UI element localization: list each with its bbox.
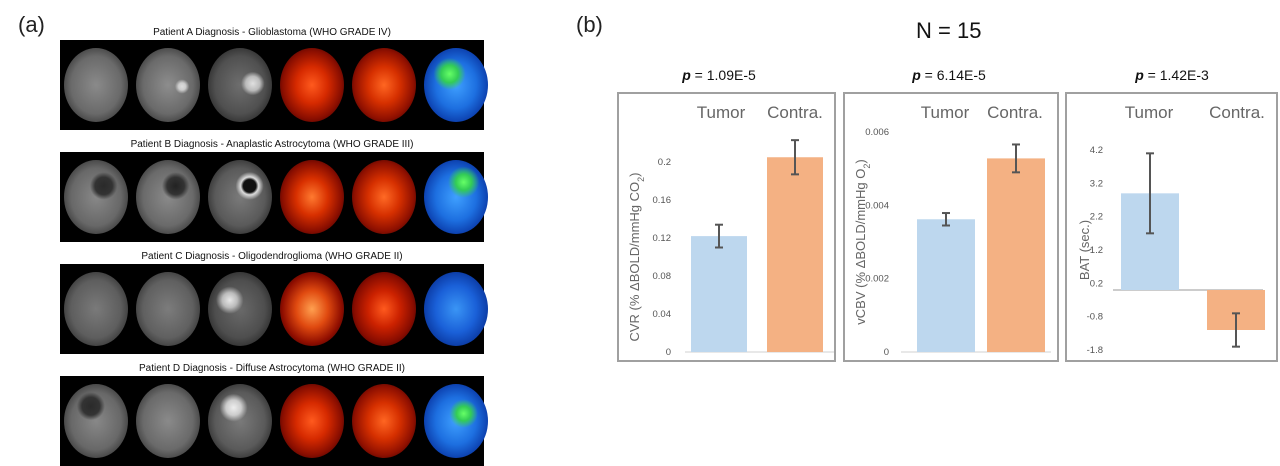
cvr-tick-label: 0.2 [658, 157, 671, 168]
vcbv-tick-label: 0.006 [865, 127, 889, 138]
cvr-bar-contra [767, 157, 823, 352]
cvr-tick-label: 0.16 [653, 195, 672, 206]
bat-tick-label: -1.8 [1087, 345, 1103, 356]
vcbv-tick-label: 0 [884, 347, 889, 358]
vcbv-chart: Tumor Contra. 0 0.002 0.004 0.006 vCBV (% ΔBOL… [843, 92, 1059, 362]
bat-tick-label: 0.2 [1090, 278, 1103, 289]
bat-tick-label: 4.2 [1090, 145, 1103, 156]
bat-error-bar-contra [1232, 312, 1240, 348]
patient-d-title: Patient D Diagnosis - Diffuse Astrocytom… [138, 363, 405, 374]
cvr-bar-tumor [691, 236, 747, 352]
patient-b-vcbv-map [352, 160, 416, 234]
bat-tick-label: 2.2 [1090, 212, 1103, 223]
vcbv-bar-tumor [917, 219, 975, 352]
cvr-tick-label: 0.04 [653, 309, 672, 320]
patient-b-strip [60, 152, 488, 242]
patient-c-bat-map [424, 272, 488, 346]
vcbv-error-bar-tumor [942, 212, 950, 227]
cvr-error-bar-tumor [715, 223, 723, 249]
sample-size-title: N = 15 [916, 18, 982, 43]
bat-error-bar-tumor [1146, 152, 1154, 235]
bat-category-label-contra: Contra. [1209, 103, 1265, 122]
cvr-category-label-tumor: Tumor [697, 103, 746, 122]
cvr-chart-svg: Tumor Contra. 0 0.04 0.08 0.12 0.16 0.2 CVR (% Δ… [627, 103, 835, 358]
bat-tick-label: 3.2 [1090, 178, 1103, 189]
patient-d-cvr-map [280, 384, 344, 458]
patient-d-bat-map [424, 384, 488, 458]
vcbv-tick-label: 0.002 [865, 274, 889, 285]
patient-d-flair-scan [208, 384, 272, 458]
vcbv-error-bar-contra [1012, 143, 1020, 174]
patient-b-cvr-map [280, 160, 344, 234]
patient-d-vcbv-map [352, 384, 416, 458]
cvr-tick-label: 0.12 [653, 233, 672, 244]
bat-tick-label: 1.2 [1090, 245, 1103, 256]
patient-a-title: Patient A Diagnosis - Glioblastoma (WHO … [153, 27, 391, 38]
cvr-category-label-contra: Contra. [767, 103, 823, 122]
patient-b-block: Patient B Diagnosis - Anaplastic Astrocy… [60, 138, 488, 242]
bat-category-label-tumor: Tumor [1125, 103, 1174, 122]
panel-b-label: (b) [576, 12, 603, 37]
patient-c-title: Patient C Diagnosis - Oligodendroglioma … [141, 251, 403, 262]
patient-c-t1c-scan [136, 272, 200, 346]
patient-a-flair-scan [208, 48, 272, 122]
bat-chart: Tumor Contra. -1.8 -0.8 0.2 1.2 2.2 3.2 4.2 BAT (… [1065, 92, 1278, 362]
bat-chart-svg: Tumor Contra. -1.8 -0.8 0.2 1.2 2.2 3.2 4.2 BAT (… [1077, 103, 1265, 356]
patient-a-bat-map [424, 48, 488, 122]
cvr-y-axis-label: CVR (% ΔBOLD/mmHg CO2) [627, 172, 646, 341]
vcbv-p-value: p = 6.14E-5 [912, 67, 986, 83]
cvr-error-bar-contra [791, 139, 799, 176]
patient-b-flair-scan [208, 160, 272, 234]
vcbv-category-label-contra: Contra. [987, 103, 1043, 122]
patient-c-t1-scan [64, 272, 128, 346]
vcbv-chart-svg: Tumor Contra. 0 0.002 0.004 0.006 vCBV (% ΔBOL… [853, 103, 1051, 358]
vcbv-bar-contra [987, 158, 1045, 352]
vcbv-category-label-tumor: Tumor [921, 103, 970, 122]
patient-d-block: Patient D Diagnosis - Diffuse Astrocytom… [60, 362, 488, 466]
patient-d-t1-scan [64, 384, 128, 458]
cvr-chart: Tumor Contra. 0 0.04 0.08 0.12 0.16 0.2 CVR (% Δ… [617, 92, 836, 362]
patient-a-block: Patient A Diagnosis - Glioblastoma (WHO … [60, 26, 488, 130]
patient-a-cvr-map [280, 48, 344, 122]
patient-a-t1-scan [64, 48, 128, 122]
patient-c-strip [60, 264, 488, 354]
patient-a-strip [60, 40, 488, 130]
bat-y-axis-label: BAT (sec.) [1077, 220, 1092, 280]
bat-tick-label: -0.8 [1087, 312, 1103, 323]
patient-c-cvr-map [280, 272, 344, 346]
patient-b-title: Patient B Diagnosis - Anaplastic Astrocy… [130, 139, 414, 150]
patient-c-block: Patient C Diagnosis - Oligodendroglioma … [60, 250, 488, 354]
bat-p-value: p = 1.42E-3 [1135, 67, 1209, 83]
cvr-p-value: p = 1.09E-5 [682, 67, 756, 83]
panel-a-label: (a) [18, 12, 45, 37]
patient-c-flair-scan [208, 272, 272, 346]
cvr-tick-label: 0 [666, 347, 671, 358]
patient-b-bat-map [424, 160, 488, 234]
patient-a-t1c-scan [136, 48, 200, 122]
patient-a-vcbv-map [352, 48, 416, 122]
vcbv-y-axis-label: vCBV (% ΔBOLD/mmHg O2) [853, 159, 872, 324]
patient-d-strip [60, 376, 488, 466]
cvr-tick-label: 0.08 [653, 271, 672, 282]
patient-c-vcbv-map [352, 272, 416, 346]
patient-b-t1-scan [64, 160, 128, 234]
vcbv-tick-label: 0.004 [865, 200, 889, 211]
patient-b-t1c-scan [136, 160, 200, 234]
patient-d-t1c-scan [136, 384, 200, 458]
